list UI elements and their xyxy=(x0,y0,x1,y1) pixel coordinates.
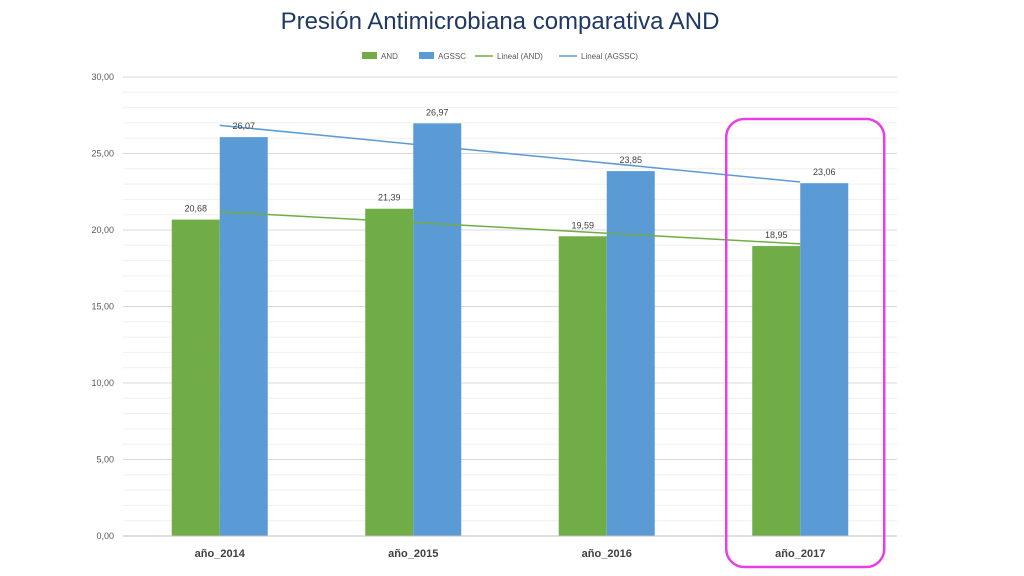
x-tick-label: año_2017 xyxy=(775,548,825,560)
trendlines xyxy=(219,124,801,245)
legend-lineal-and-label: Lineal (AND) xyxy=(497,52,543,61)
data-label: 23,06 xyxy=(813,167,836,177)
y-tick-label: 30,00 xyxy=(91,72,114,82)
bar-and-año_2015 xyxy=(365,208,414,536)
legend-lineal-agssc-label: Lineal (AGSSC) xyxy=(581,52,638,61)
x-axis: año_2014 año_2015 año_2016 año_2017 xyxy=(123,535,897,560)
chart-title: Presión Antimicrobiana comparativa AND xyxy=(280,8,720,35)
x-tick-label: año_2014 xyxy=(195,548,246,560)
y-tick-label: 10,00 xyxy=(91,378,114,388)
x-tick-label: año_2016 xyxy=(582,548,632,560)
bar-agssc-año_2014 xyxy=(219,137,268,536)
data-label: 23,85 xyxy=(619,155,642,165)
bar-agssc-año_2017 xyxy=(800,183,849,536)
y-tick-label: 25,00 xyxy=(91,149,114,159)
highlight-2017-box xyxy=(725,117,886,569)
y-tick-label: 0,00 xyxy=(96,531,114,541)
data-label: 18,95 xyxy=(765,230,788,240)
bar-and-año_2017 xyxy=(752,246,801,536)
legend-agssc-label: AGSSC xyxy=(438,52,466,61)
y-tick-label: 5,00 xyxy=(96,455,114,465)
y-tick-label: 20,00 xyxy=(91,225,114,235)
trendline-and xyxy=(219,211,801,245)
legend-and-label: AND xyxy=(381,52,398,61)
legend: AND AGSSC Lineal (AND) Lineal (AGSSC) xyxy=(362,52,638,61)
data-label: 26,97 xyxy=(426,107,449,117)
y-tick-label: 15,00 xyxy=(91,302,114,312)
x-tick-label: año_2015 xyxy=(388,548,438,560)
data-label: 26,07 xyxy=(232,121,255,131)
data-labels: 20,68 26,07 21,39 26,97 19,59 23,85 18,95 23,06 xyxy=(184,107,835,240)
bar-and-año_2016 xyxy=(558,236,607,536)
bars xyxy=(171,123,849,536)
legend-agssc-swatch xyxy=(419,52,434,59)
trendline-agssc xyxy=(219,124,801,183)
y-axis: 0,00 5,00 10,00 15,00 20,00 25,00 30,00 xyxy=(91,72,114,541)
bar-and-año_2014 xyxy=(171,219,220,536)
highlight-box xyxy=(725,117,886,569)
data-label: 21,39 xyxy=(378,193,401,203)
legend-and-swatch xyxy=(362,52,377,59)
data-label: 20,68 xyxy=(184,204,207,214)
bar-agssc-año_2015 xyxy=(413,123,462,536)
bar-agssc-año_2016 xyxy=(606,171,655,536)
data-label: 19,59 xyxy=(571,220,594,230)
